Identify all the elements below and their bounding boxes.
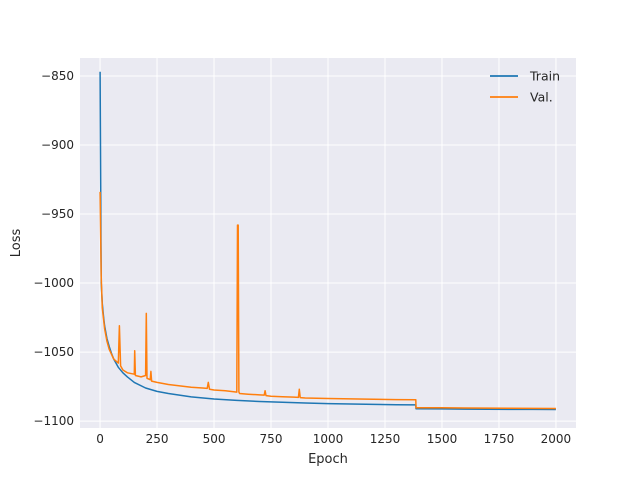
y-tick-label: −850 [41, 69, 74, 83]
series-line-val [99, 191, 556, 410]
x-tick-label: 500 [203, 432, 226, 446]
x-tick-label: 1250 [370, 432, 401, 446]
y-tick-label: −950 [41, 207, 74, 221]
x-tick-label: 750 [260, 432, 283, 446]
x-tick-label: 250 [146, 432, 169, 446]
y-tick-label: −900 [41, 138, 74, 152]
grid-lines [80, 58, 576, 428]
x-axis-ticks: 0 250 500 750 1000 1250 1500 1750 2000 [96, 432, 571, 446]
x-tick-label: 1000 [313, 432, 344, 446]
x-axis-label: Epoch [308, 452, 348, 467]
y-tick-label: −1100 [33, 414, 74, 428]
y-axis-ticks: −850 −900 −950 −1000 −1050 −1100 [33, 69, 74, 428]
x-tick-label: 1500 [427, 432, 458, 446]
legend: Train Val. [490, 69, 560, 105]
legend-label: Train [529, 69, 560, 84]
x-tick-label: 2000 [541, 432, 572, 446]
x-tick-label: 1750 [484, 432, 515, 446]
series-layer [99, 71, 556, 411]
y-tick-label: −1000 [33, 276, 74, 290]
y-axis-label: Loss [9, 229, 24, 258]
legend-label: Val. [530, 90, 553, 105]
y-tick-label: −1050 [33, 345, 74, 359]
x-tick-label: 0 [96, 432, 104, 446]
